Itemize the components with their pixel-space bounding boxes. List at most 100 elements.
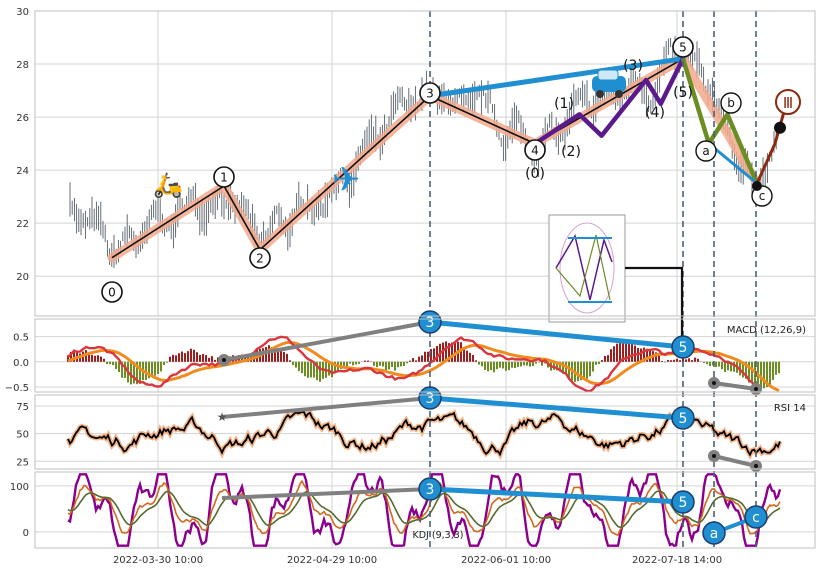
rsi-title: RSI 14 bbox=[774, 403, 806, 414]
dot-core bbox=[222, 358, 226, 362]
y-tick-label: 0.0 bbox=[13, 358, 29, 369]
car-wheel bbox=[615, 90, 623, 98]
star-icon: ★ bbox=[217, 410, 228, 424]
divergence-badge-label: 5 bbox=[679, 340, 688, 356]
divergence-badge bbox=[671, 490, 695, 514]
y-tick-label: 30 bbox=[16, 7, 29, 18]
y-tick-label: 26 bbox=[16, 113, 29, 124]
wave-label-paren: (3) bbox=[623, 58, 643, 74]
y-tick-label: −0.5 bbox=[5, 383, 29, 394]
y-tick-label: 22 bbox=[16, 219, 29, 230]
wave-label-circle bbox=[720, 92, 742, 114]
panel-frame-kdj bbox=[34, 471, 816, 549]
wave-label-3: 3 bbox=[426, 87, 434, 101]
car-icon bbox=[592, 69, 626, 98]
wave-label-c: c bbox=[759, 189, 766, 203]
x-tick-label-2: 2022-04-29 10:00 bbox=[287, 555, 377, 566]
axis-labels: 20 22 24 26 28 30 −0.5 0.0 0.5 25 50 75 0 100 bbox=[5, 7, 29, 539]
wave-label-circle bbox=[213, 166, 235, 188]
wave-label-III: Ⅲ bbox=[783, 94, 793, 112]
rsi-line bbox=[67, 410, 781, 457]
kdj-title: KDJ (9,3,3) bbox=[413, 530, 464, 541]
wave-label-circle bbox=[249, 247, 271, 269]
panel-frame-macd bbox=[34, 318, 816, 393]
wave-label-circle bbox=[419, 82, 441, 104]
panel-frame-rsi bbox=[34, 394, 816, 470]
rsi-blue-divergence bbox=[429, 395, 684, 421]
kdj-panel bbox=[67, 473, 782, 547]
wave-label-2: 2 bbox=[256, 252, 264, 266]
wave-label-paren: (4) bbox=[645, 105, 665, 121]
divergence-badge-label: 3 bbox=[426, 482, 435, 498]
x-tick-label-1: 2022-03-30 10:00 bbox=[113, 555, 203, 566]
car-window bbox=[597, 69, 619, 81]
divergence-badge-label: 3 bbox=[426, 315, 435, 331]
y-tick-label: 20 bbox=[16, 272, 29, 283]
macd-signal-line bbox=[67, 340, 780, 392]
kdj-gray-divergence bbox=[221, 487, 431, 500]
wave-label-paren: (0) bbox=[525, 166, 545, 182]
divergence-markers: 0 1 2 3 4 5 (0) (1) (2) (3) (4) (5) a b c Ⅲ 🛵 ✈ 3 5 ★ 3 5 3 5 a c bbox=[101, 36, 801, 545]
wave-label-paren: (5) bbox=[673, 85, 693, 101]
y-tick-label: 100 bbox=[10, 482, 29, 493]
wave-label-5: 5 bbox=[679, 41, 687, 55]
macd-gray-divergence bbox=[713, 381, 757, 391]
y-tick-label: 25 bbox=[16, 457, 29, 468]
wave-target-arrow bbox=[755, 100, 789, 185]
y-tick-label: 0 bbox=[23, 528, 29, 539]
connector-line bbox=[625, 266, 684, 347]
wave-label-b: b bbox=[727, 96, 735, 110]
x-tick-label-3: 2022-06-01 10:00 bbox=[461, 555, 551, 566]
divergence-badge bbox=[418, 477, 442, 501]
wave-label-circle bbox=[672, 36, 694, 58]
elliott-wave-thumbnail-icon bbox=[548, 214, 626, 323]
car-wheel bbox=[596, 90, 604, 98]
scooter-icon: 🛵 bbox=[153, 171, 183, 199]
divergence-badge bbox=[671, 335, 695, 359]
divergence-badge-label: 3 bbox=[426, 391, 435, 407]
kdj-k-line bbox=[67, 479, 781, 537]
thumbnail-shape bbox=[559, 222, 615, 314]
y-tick-label: 0.5 bbox=[13, 333, 29, 344]
macd-gray-divergence bbox=[223, 320, 431, 362]
dot-core bbox=[754, 464, 758, 468]
divergence-badge-label: a bbox=[710, 526, 719, 542]
wave-green-line bbox=[680, 58, 760, 185]
y-tick-label: 24 bbox=[16, 166, 29, 177]
wave-label-circle bbox=[695, 140, 717, 162]
wave-label-paren: (2) bbox=[561, 144, 581, 160]
divergence-badge-label: c bbox=[752, 510, 760, 526]
divergence-badge bbox=[744, 505, 768, 529]
thumbnail-wave bbox=[555, 234, 613, 301]
wave-label-0: 0 bbox=[108, 286, 116, 300]
rsi-gray-divergence bbox=[713, 454, 757, 468]
rsi-panel bbox=[65, 409, 783, 461]
macd-line bbox=[67, 335, 761, 392]
dot-core bbox=[712, 454, 716, 458]
wave-label-circle bbox=[101, 281, 123, 303]
y-tick-label: 75 bbox=[16, 402, 29, 413]
thumbnail-wave bbox=[555, 234, 611, 301]
wave-c-dot bbox=[752, 181, 762, 191]
airplane-icon: ✈ bbox=[332, 160, 361, 200]
macd-title: MACD (12,26,9) bbox=[727, 325, 806, 336]
wave-blue-line bbox=[427, 56, 686, 99]
panel-frame-price bbox=[34, 10, 816, 317]
divergence-badge bbox=[702, 521, 726, 545]
kdj-d-line bbox=[67, 490, 781, 529]
target-dot bbox=[774, 121, 786, 134]
kdj-j-line bbox=[67, 473, 782, 547]
x-tick-label-4: 2022-07-18 14:00 bbox=[632, 555, 722, 566]
kdj-blue-divergence bbox=[429, 486, 684, 505]
panel-frames bbox=[34, 10, 816, 549]
macd-blue-divergence bbox=[429, 319, 684, 350]
divergence-badge-label: 5 bbox=[679, 495, 688, 511]
rsi-gray-divergence bbox=[221, 396, 431, 419]
dot-core bbox=[712, 381, 716, 385]
divergence-badge-label: 5 bbox=[679, 411, 688, 427]
divergence-badge bbox=[671, 406, 695, 430]
wave-label-circle bbox=[775, 89, 801, 115]
y-tick-label: 50 bbox=[16, 430, 29, 441]
wave-blue-abc-line bbox=[707, 142, 759, 185]
